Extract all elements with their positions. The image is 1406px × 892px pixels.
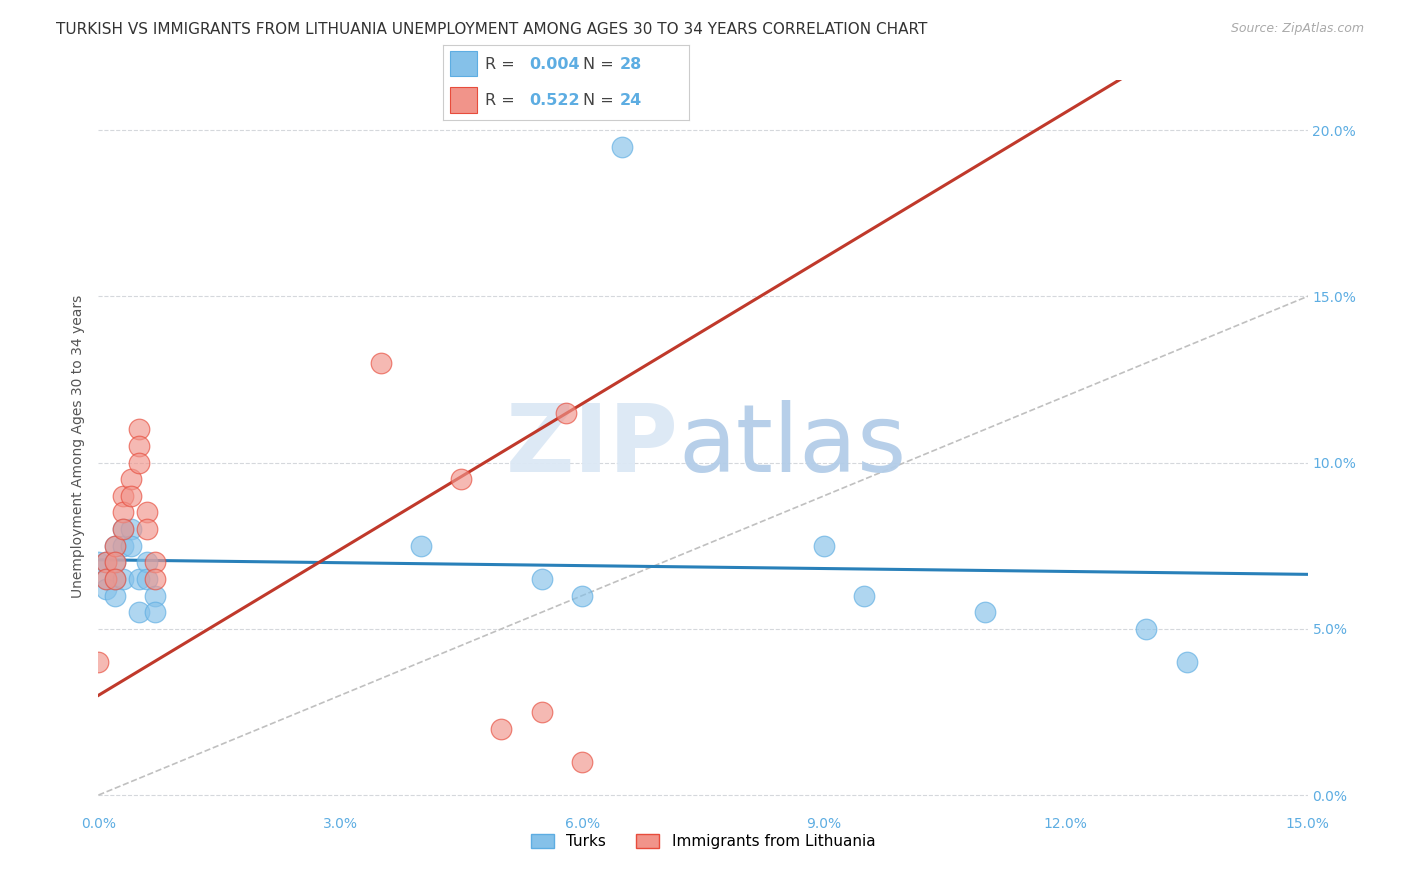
Point: [853, 589, 876, 603]
Point: [103, 555, 125, 569]
Point: [128, 422, 150, 436]
Point: [120, 539, 142, 553]
Text: 28: 28: [620, 57, 643, 72]
Point: [370, 356, 392, 370]
Point: [103, 572, 125, 586]
Text: ZIP: ZIP: [506, 400, 679, 492]
Point: [111, 539, 134, 553]
Point: [555, 406, 578, 420]
Point: [135, 522, 157, 536]
Y-axis label: Unemployment Among Ages 30 to 34 years: Unemployment Among Ages 30 to 34 years: [70, 294, 84, 598]
Text: TURKISH VS IMMIGRANTS FROM LITHUANIA UNEMPLOYMENT AMONG AGES 30 TO 34 YEARS CORR: TURKISH VS IMMIGRANTS FROM LITHUANIA UNE…: [56, 22, 928, 37]
Point: [111, 489, 134, 503]
Text: atlas: atlas: [679, 400, 907, 492]
Point: [128, 605, 150, 619]
Text: Source: ZipAtlas.com: Source: ZipAtlas.com: [1230, 22, 1364, 36]
Point: [128, 572, 150, 586]
Point: [103, 539, 125, 553]
Text: 24: 24: [620, 93, 643, 108]
Point: [120, 489, 142, 503]
Point: [87, 655, 110, 669]
Point: [530, 572, 553, 586]
Point: [111, 522, 134, 536]
Point: [530, 705, 553, 719]
Point: [111, 572, 134, 586]
Point: [135, 555, 157, 569]
Point: [143, 572, 166, 586]
Text: 0.522: 0.522: [529, 93, 579, 108]
Point: [120, 522, 142, 536]
Point: [571, 589, 593, 603]
Point: [103, 555, 125, 569]
Point: [1175, 655, 1198, 669]
Point: [96, 572, 118, 586]
Point: [571, 755, 593, 769]
Legend: Turks, Immigrants from Lithuania: Turks, Immigrants from Lithuania: [524, 828, 882, 855]
Point: [96, 555, 118, 569]
Point: [96, 555, 118, 569]
Point: [128, 439, 150, 453]
Point: [135, 506, 157, 520]
Point: [143, 605, 166, 619]
Point: [103, 572, 125, 586]
Point: [1135, 622, 1157, 636]
Point: [128, 456, 150, 470]
Point: [111, 522, 134, 536]
Point: [96, 572, 118, 586]
Text: R =: R =: [485, 57, 520, 72]
Point: [103, 589, 125, 603]
Point: [612, 140, 634, 154]
Point: [143, 589, 166, 603]
Point: [135, 572, 157, 586]
Bar: [450, 51, 478, 77]
Point: [409, 539, 432, 553]
Text: 0.004: 0.004: [529, 57, 579, 72]
Point: [491, 722, 513, 736]
Text: R =: R =: [485, 93, 520, 108]
Bar: [450, 87, 478, 112]
Point: [111, 506, 134, 520]
Point: [87, 555, 110, 569]
Point: [450, 472, 472, 486]
Point: [813, 539, 835, 553]
Point: [974, 605, 997, 619]
Point: [103, 539, 125, 553]
Text: N =: N =: [583, 57, 619, 72]
Text: N =: N =: [583, 93, 619, 108]
Point: [143, 555, 166, 569]
Point: [96, 582, 118, 596]
Point: [120, 472, 142, 486]
